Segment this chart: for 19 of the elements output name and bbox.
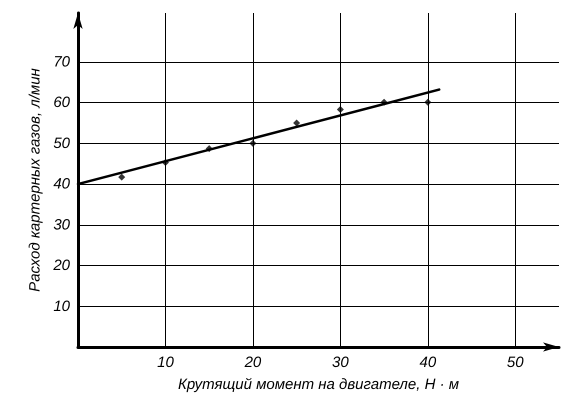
point	[424, 98, 432, 106]
point	[293, 119, 300, 126]
y-tick-label: 40	[53, 176, 71, 193]
x-tick-label: 30	[332, 354, 350, 371]
x-tick-label: 40	[419, 354, 437, 371]
y-tick-label: 70	[53, 53, 71, 70]
x-tick-label: 20	[244, 354, 262, 371]
x-axis-title: Крутящий момент на двигателе, Н · м	[178, 376, 460, 393]
x-tick-label: 10	[157, 354, 174, 371]
y-axis-title: Расход картерных газов, л/мин	[26, 68, 44, 292]
y-tick-label: 20	[52, 257, 71, 274]
point	[249, 140, 256, 147]
y-tick-label: 10	[53, 298, 71, 315]
point	[118, 174, 126, 181]
x-tick-label: 50	[506, 354, 524, 371]
y-tick-label: 60	[53, 94, 71, 112]
y-tick-label: 30	[53, 216, 71, 234]
y-tick-label: 50	[53, 134, 71, 152]
point	[336, 106, 344, 114]
